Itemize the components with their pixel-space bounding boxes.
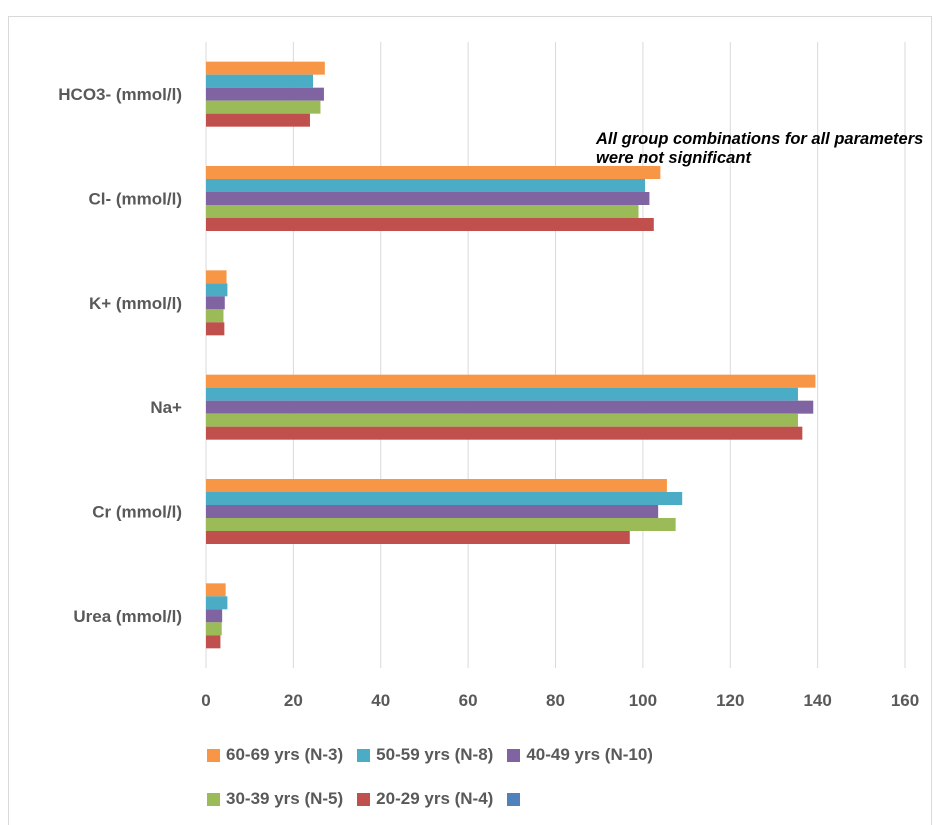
legend-item: 50-59 yrs (N-8) [357, 745, 493, 765]
legend-swatch [207, 792, 220, 806]
category-label: Cr (mmol/l) [92, 503, 182, 522]
legend-label: 50-59 yrs (N-8) [376, 745, 494, 764]
bar [206, 635, 221, 649]
legend-item: 30-39 yrs (N-5) [207, 789, 343, 809]
x-tick-label: 20 [284, 691, 303, 710]
bar [206, 113, 310, 127]
bar [206, 479, 667, 492]
bar [206, 609, 223, 623]
bar [206, 518, 676, 531]
bar [206, 622, 222, 636]
category-label: K+ (mmol/l) [89, 294, 182, 313]
significance-annotation: All group combinations for all parameter… [596, 130, 924, 167]
legend-row: 60-69 yrs (N-3) 50-59 yrs (N-8) 40-49 yrs … [207, 745, 667, 765]
bar [206, 74, 314, 88]
x-tick-label: 120 [716, 691, 744, 710]
legend-swatch [357, 748, 371, 762]
x-tick-label: 100 [629, 691, 657, 710]
category-label: Na+ [150, 398, 182, 417]
bar [206, 596, 228, 610]
x-tick-label: 60 [459, 691, 478, 710]
legend-label: 30-39 yrs (N-5) [226, 789, 344, 808]
legend-item: 40-49 yrs (N-10) [507, 745, 653, 765]
x-tick-labels: 0 20 40 60 80 100 120 140 160 [201, 691, 919, 710]
bar [206, 179, 646, 192]
legend-label: 60-69 yrs (N-3) [226, 745, 344, 764]
bar [206, 400, 814, 414]
legend-label: 20-29 yrs (N-4) [376, 789, 494, 808]
bar [206, 413, 798, 427]
bar [206, 218, 654, 231]
x-tick-label: 160 [891, 691, 919, 710]
bar [206, 192, 650, 205]
legend-swatch [207, 748, 220, 762]
legend-swatch [507, 748, 521, 762]
gridlines [205, 42, 906, 668]
legend-item [507, 792, 526, 806]
legend-row: 30-39 yrs (N-5) 20-29 yrs (N-4) [207, 789, 540, 809]
bar [206, 374, 816, 388]
bar [206, 531, 630, 544]
x-tick-label: 140 [803, 691, 831, 710]
bar [206, 205, 639, 218]
bar [206, 505, 659, 518]
legend-swatch [507, 792, 521, 806]
category-label: HCO3- (mmol/l) [58, 85, 182, 104]
bar [206, 100, 321, 114]
bar [206, 296, 225, 310]
category-labels: Urea (mmol/l) Cr (mmol/l) Na+ K+ (mmol/l) Cl… [58, 85, 182, 626]
bar [206, 61, 325, 75]
bar [206, 426, 803, 440]
bar [206, 492, 683, 505]
x-tick-label: 40 [371, 691, 390, 710]
category-label: Cl- (mmol/l) [89, 190, 183, 209]
bar [206, 270, 227, 284]
category-label: Urea (mmol/l) [73, 607, 182, 626]
bar [206, 322, 225, 336]
x-tick-label: 0 [201, 691, 210, 710]
bar [206, 583, 226, 597]
legend-item: 20-29 yrs (N-4) [357, 789, 493, 809]
bar [206, 309, 224, 323]
bar [206, 387, 798, 401]
bar [206, 87, 324, 101]
chart-frame [8, 16, 932, 825]
bar [206, 283, 228, 297]
bar [206, 166, 661, 179]
legend-swatch [357, 792, 371, 806]
bars [206, 61, 816, 649]
legend-label: 40-49 yrs (N-10) [526, 745, 653, 764]
x-tick-label: 80 [546, 691, 565, 710]
legend-item: 60-69 yrs (N-3) [207, 745, 343, 765]
